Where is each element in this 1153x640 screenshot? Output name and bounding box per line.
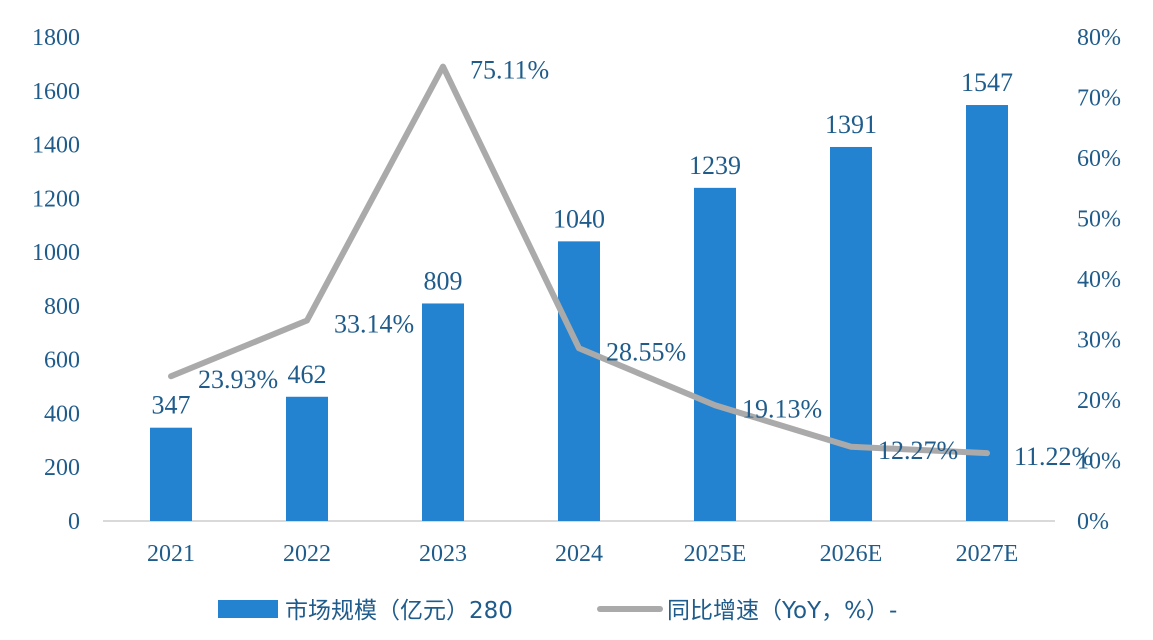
legend: 市场规模（亿元）280 同比增速（YoY，%）- <box>218 598 897 624</box>
line-point <box>442 65 444 68</box>
legend-label-line: 同比增速（YoY，%）- <box>667 598 897 624</box>
right-axis-tick: 40% <box>1077 267 1121 293</box>
x-axis-tick: 2023 <box>419 541 467 567</box>
line-series <box>168 63 990 457</box>
bar <box>150 427 192 521</box>
bar-value-label: 1040 <box>553 204 605 233</box>
line-point <box>986 452 988 455</box>
line-point <box>170 375 172 378</box>
bar <box>830 146 872 521</box>
bar-value-label: 809 <box>424 266 463 295</box>
bar-value-label: 1239 <box>689 151 741 180</box>
bar <box>422 303 464 521</box>
left-axis-tick: 600 <box>44 348 80 374</box>
line-point <box>850 445 852 448</box>
left-axis-tick: 1600 <box>32 79 80 105</box>
x-axis: 2021 2022 2023 2024 2025E 2026E 2027E <box>147 541 1018 567</box>
x-axis-tick: 2024 <box>555 541 603 567</box>
bar-value-label: 462 <box>288 360 327 389</box>
x-axis-tick: 2027E <box>956 541 1019 567</box>
bar <box>966 105 1008 521</box>
right-axis-tick: 70% <box>1077 86 1121 112</box>
line-labels: 23.93% 33.14% 75.11% 28.55% 19.13% 12.27% 11.2… <box>198 56 1093 472</box>
line-point <box>306 319 308 322</box>
line-value-label: 12.27% <box>878 436 958 465</box>
bar-labels: 347 462 809 1040 1239 1391 1547 <box>152 68 1014 420</box>
right-axis-tick: 30% <box>1077 328 1121 354</box>
left-axis-tick: 1400 <box>32 133 80 159</box>
left-axis-tick: 1200 <box>32 186 80 212</box>
legend-label-bar: 市场规模（亿元）280 <box>285 598 513 624</box>
line-value-label: 19.13% <box>742 394 822 423</box>
legend-swatch-bar <box>218 600 278 618</box>
line-value-label: 33.14% <box>334 310 414 339</box>
bar <box>558 241 600 521</box>
left-axis-tick: 1800 <box>32 25 80 51</box>
right-axis-tick: 20% <box>1077 388 1121 414</box>
line-value-label: 75.11% <box>470 56 549 85</box>
line-value-label: 11.22% <box>1014 442 1093 471</box>
left-axis-tick: 400 <box>44 401 80 427</box>
right-axis-tick: 60% <box>1077 146 1121 172</box>
x-axis-tick: 2022 <box>283 541 331 567</box>
left-y-axis: 0 200 400 600 800 1000 1200 1400 1600 1800 <box>32 25 80 535</box>
line-point <box>714 404 716 407</box>
left-axis-tick: 800 <box>44 294 80 320</box>
right-axis-tick: 0% <box>1077 509 1109 535</box>
bar-value-label: 347 <box>152 391 191 420</box>
bar <box>286 396 328 521</box>
right-axis-tick: 80% <box>1077 25 1121 51</box>
line-point <box>578 347 580 350</box>
bar-value-label: 1391 <box>825 110 877 139</box>
bar-value-label: 1547 <box>961 68 1013 97</box>
right-axis-tick: 10% <box>1077 449 1121 475</box>
right-axis-tick: 50% <box>1077 207 1121 233</box>
left-axis-tick: 1000 <box>32 240 80 266</box>
bar <box>694 187 736 521</box>
x-axis-tick: 2026E <box>820 541 883 567</box>
left-axis-tick: 200 <box>44 455 80 481</box>
left-axis-tick: 0 <box>68 509 80 535</box>
line-value-label: 23.93% <box>198 365 278 394</box>
x-axis-tick: 2021 <box>147 541 195 567</box>
line-value-label: 28.55% <box>606 337 686 366</box>
x-axis-tick: 2025E <box>684 541 747 567</box>
right-y-axis: 0% 10% 20% 30% 40% 50% 60% 70% 80% <box>1077 25 1121 535</box>
